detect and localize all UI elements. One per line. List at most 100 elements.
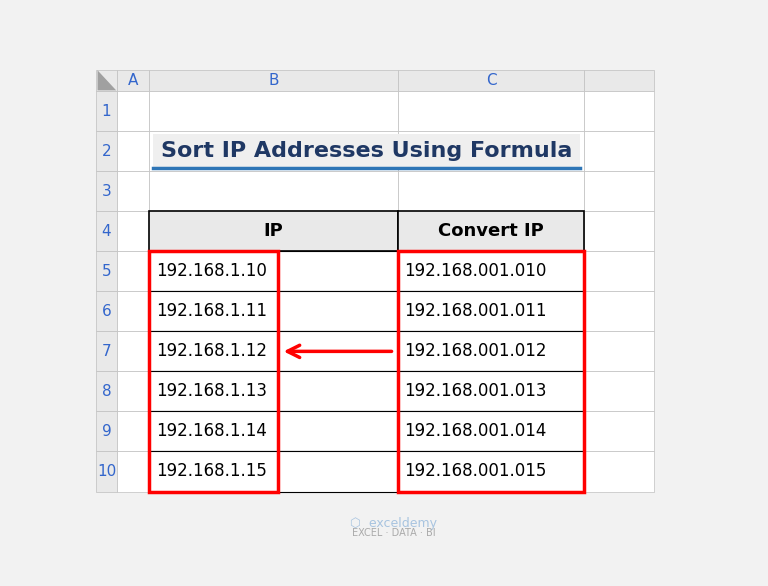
- Bar: [149, 131, 399, 171]
- Text: 192.168.1.11: 192.168.1.11: [157, 302, 267, 321]
- Text: 4: 4: [101, 224, 111, 239]
- Bar: [584, 372, 654, 411]
- Bar: [149, 411, 399, 451]
- Bar: [399, 411, 584, 451]
- Text: Sort IP Addresses Using Formula: Sort IP Addresses Using Formula: [161, 141, 572, 161]
- Text: A: A: [127, 73, 138, 88]
- Bar: [584, 211, 654, 251]
- Bar: [149, 451, 399, 492]
- Bar: [117, 131, 149, 171]
- Text: 192.168.001.014: 192.168.001.014: [405, 423, 547, 441]
- Bar: [149, 291, 399, 331]
- Text: IP: IP: [263, 222, 283, 240]
- Text: 6: 6: [101, 304, 111, 319]
- Bar: [96, 291, 117, 331]
- Bar: [584, 411, 654, 451]
- Bar: [117, 291, 149, 331]
- Text: Convert IP: Convert IP: [439, 222, 544, 240]
- Bar: [584, 331, 654, 372]
- Bar: [117, 411, 149, 451]
- Text: ⬡  exceldemy: ⬡ exceldemy: [350, 517, 437, 530]
- Text: 192.168.001.013: 192.168.001.013: [405, 383, 547, 400]
- Bar: [117, 211, 149, 251]
- Bar: [117, 451, 149, 492]
- Text: 192.168.1.14: 192.168.1.14: [157, 423, 267, 441]
- Text: 192.168.1.15: 192.168.1.15: [157, 462, 267, 481]
- Bar: [96, 451, 117, 492]
- Bar: [149, 251, 399, 291]
- Bar: [399, 251, 584, 291]
- Bar: [399, 331, 584, 372]
- Bar: [584, 70, 654, 91]
- Text: EXCEL · DATA · BI: EXCEL · DATA · BI: [352, 528, 435, 538]
- Bar: [584, 131, 654, 171]
- Text: 9: 9: [101, 424, 111, 439]
- Text: 192.168.001.012: 192.168.001.012: [405, 342, 547, 360]
- Text: 192.168.1.12: 192.168.1.12: [157, 342, 267, 360]
- Bar: [149, 70, 399, 91]
- Bar: [399, 291, 584, 331]
- Bar: [149, 372, 399, 411]
- Bar: [117, 372, 149, 411]
- Bar: [399, 211, 584, 251]
- Text: 3: 3: [101, 183, 111, 199]
- Bar: [399, 291, 584, 331]
- Bar: [149, 331, 399, 372]
- Text: 192.168.001.010: 192.168.001.010: [405, 263, 547, 280]
- Bar: [399, 211, 584, 251]
- Bar: [96, 411, 117, 451]
- Text: 192.168.1.10: 192.168.1.10: [157, 263, 267, 280]
- Bar: [149, 291, 399, 331]
- Bar: [96, 91, 117, 131]
- Bar: [399, 451, 584, 492]
- Bar: [96, 251, 117, 291]
- Bar: [96, 131, 117, 171]
- Bar: [149, 211, 399, 251]
- Text: 2: 2: [101, 144, 111, 159]
- Bar: [399, 331, 584, 372]
- Bar: [584, 251, 654, 291]
- Bar: [117, 91, 149, 131]
- Polygon shape: [98, 70, 116, 90]
- Bar: [399, 131, 584, 171]
- Bar: [399, 251, 584, 492]
- Bar: [584, 91, 654, 131]
- Bar: [584, 451, 654, 492]
- Bar: [399, 372, 584, 411]
- Text: B: B: [268, 73, 279, 88]
- Bar: [399, 411, 584, 451]
- Text: C: C: [486, 73, 497, 88]
- Bar: [149, 211, 399, 251]
- Bar: [96, 171, 117, 211]
- Bar: [117, 171, 149, 211]
- Bar: [584, 291, 654, 331]
- Bar: [96, 70, 117, 91]
- Text: 10: 10: [97, 464, 116, 479]
- Text: 5: 5: [101, 264, 111, 279]
- Text: 192.168.1.13: 192.168.1.13: [157, 383, 267, 400]
- Bar: [584, 171, 654, 211]
- Bar: [149, 372, 399, 411]
- Bar: [399, 70, 584, 91]
- Bar: [149, 331, 399, 372]
- Text: 8: 8: [101, 384, 111, 399]
- Bar: [149, 451, 399, 492]
- Bar: [399, 451, 584, 492]
- Bar: [149, 251, 279, 492]
- Bar: [149, 171, 399, 211]
- Bar: [117, 331, 149, 372]
- Bar: [117, 70, 149, 91]
- Bar: [149, 251, 399, 291]
- Bar: [399, 171, 584, 211]
- Bar: [96, 211, 117, 251]
- Bar: [96, 331, 117, 372]
- Bar: [399, 91, 584, 131]
- Bar: [149, 411, 399, 451]
- Bar: [96, 372, 117, 411]
- Bar: [399, 251, 584, 291]
- Text: 192.168.001.011: 192.168.001.011: [405, 302, 547, 321]
- Bar: [399, 372, 584, 411]
- Bar: [153, 134, 581, 168]
- Text: 192.168.001.015: 192.168.001.015: [405, 462, 547, 481]
- Text: 7: 7: [101, 344, 111, 359]
